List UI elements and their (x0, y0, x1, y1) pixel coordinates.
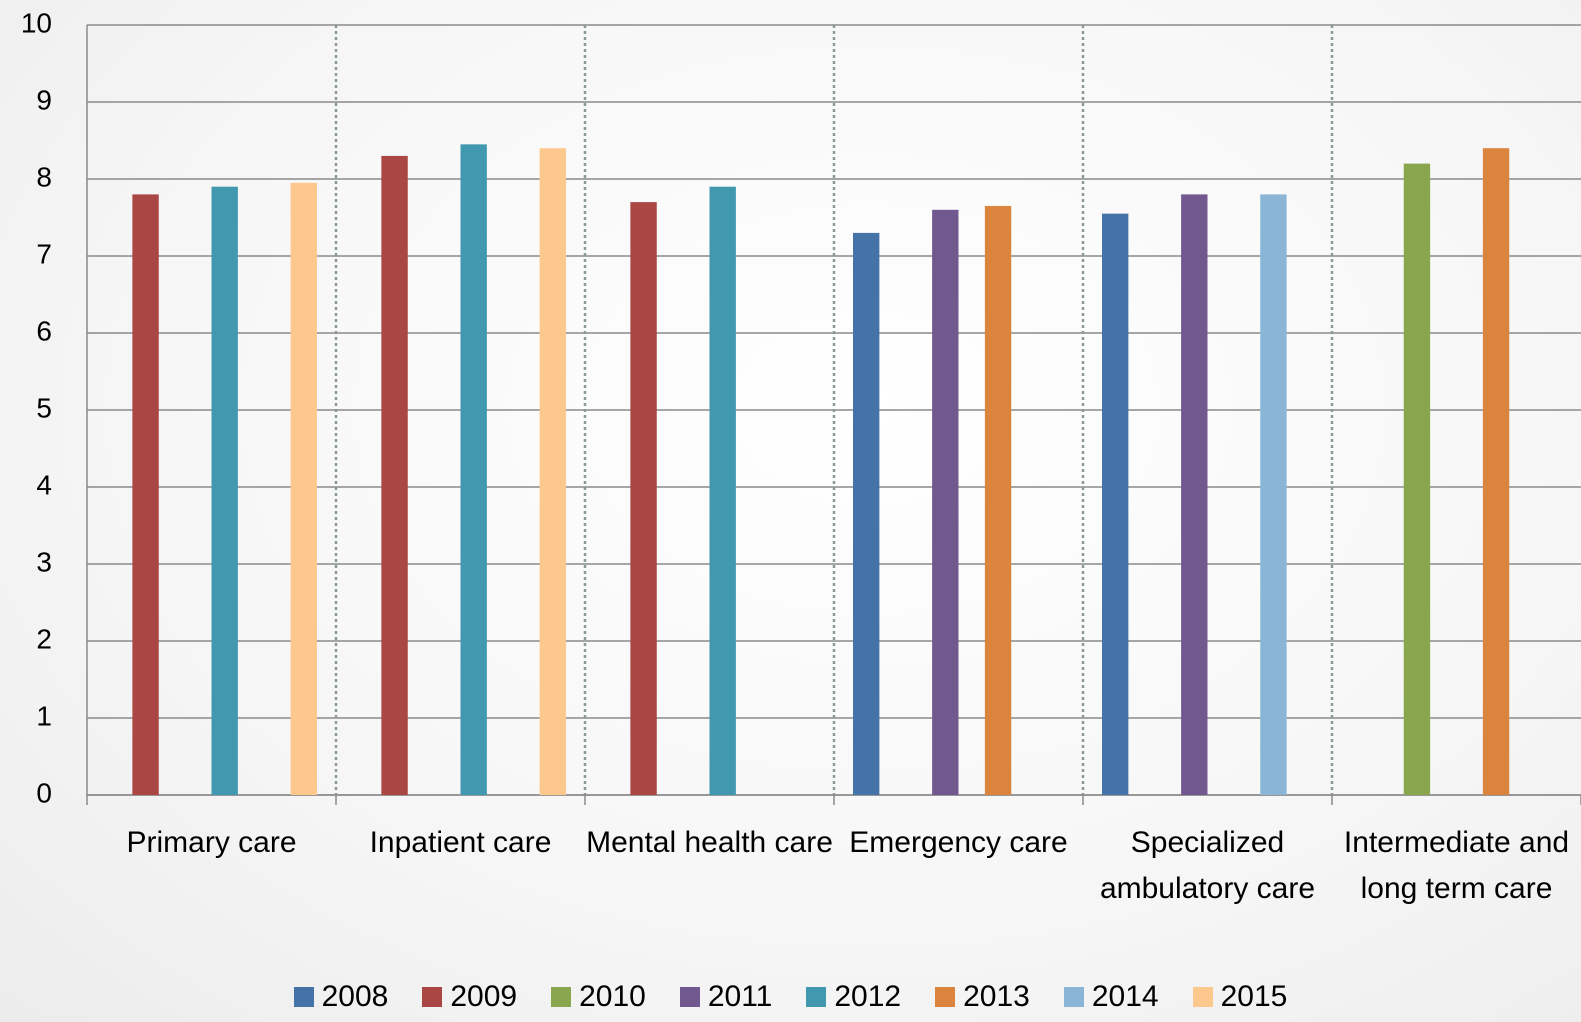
bar (932, 209, 959, 796)
bar (1181, 194, 1208, 795)
bar (984, 205, 1012, 795)
legend-swatch (293, 987, 314, 1007)
y-tick-label: 3 (36, 546, 52, 577)
legend-item: 2010 (551, 980, 646, 1014)
bar (1482, 148, 1510, 795)
y-tick-label: 9 (36, 84, 52, 115)
bar (211, 186, 238, 795)
legend-swatch (1063, 987, 1084, 1007)
x-tick-label: Specialized ambulatory care (1099, 826, 1316, 905)
legend-label: 2009 (450, 980, 518, 1013)
legend-label: 2014 (1091, 980, 1159, 1013)
legend-swatch (679, 987, 700, 1007)
x-tick-label: Inpatient care (369, 826, 552, 859)
legend-label: 2012 (834, 980, 902, 1013)
bar (132, 194, 159, 795)
bar (539, 148, 566, 795)
y-tick-label: 2 (36, 623, 52, 654)
legend-label: 2013 (963, 980, 1030, 1013)
x-tick-label: Emergency care (849, 826, 1068, 859)
legend-swatch (422, 987, 443, 1007)
legend-item: 2008 (293, 980, 389, 1014)
bar (1102, 213, 1129, 795)
legend-item: 2009 (422, 980, 517, 1014)
y-tick-label: 8 (36, 161, 52, 192)
legend-label: 2010 (579, 980, 646, 1013)
x-tick-label: Intermediate and long term care (1343, 826, 1570, 905)
y-tick-label: 4 (36, 469, 52, 500)
bar (1403, 163, 1431, 796)
legend-swatch (551, 987, 572, 1007)
x-tick-label: Mental health care (586, 826, 833, 859)
y-tick-label: 1 (36, 700, 52, 731)
bar (460, 144, 487, 796)
y-tick-label: 10 (21, 7, 52, 38)
y-tick-label: 0 (36, 777, 52, 808)
bar (290, 182, 317, 796)
legend-item: 2014 (1063, 980, 1159, 1014)
legend-item: 2011 (679, 980, 773, 1014)
bar (709, 186, 736, 795)
legend-item: 2015 (1192, 980, 1288, 1014)
bar (381, 155, 408, 795)
legend: 2008 2009 2010 2011 2012 2013 2014 2015 (0, 980, 1581, 1014)
bar (853, 232, 880, 795)
bar (630, 202, 657, 796)
legend-swatch (935, 987, 956, 1007)
legend-item: 2012 (806, 980, 901, 1014)
legend-label: 2015 (1220, 980, 1288, 1013)
y-tick-label: 7 (36, 238, 52, 269)
legend-swatch (1192, 987, 1213, 1007)
y-tick-label: 6 (36, 315, 52, 346)
x-tick-label: Primary care (126, 826, 297, 859)
legend-label: 2011 (707, 980, 773, 1013)
y-tick-label: 5 (36, 392, 52, 423)
legend-swatch (806, 987, 827, 1007)
legend-label: 2008 (321, 980, 389, 1013)
bar (1260, 194, 1287, 795)
legend-item: 2013 (935, 980, 1030, 1014)
